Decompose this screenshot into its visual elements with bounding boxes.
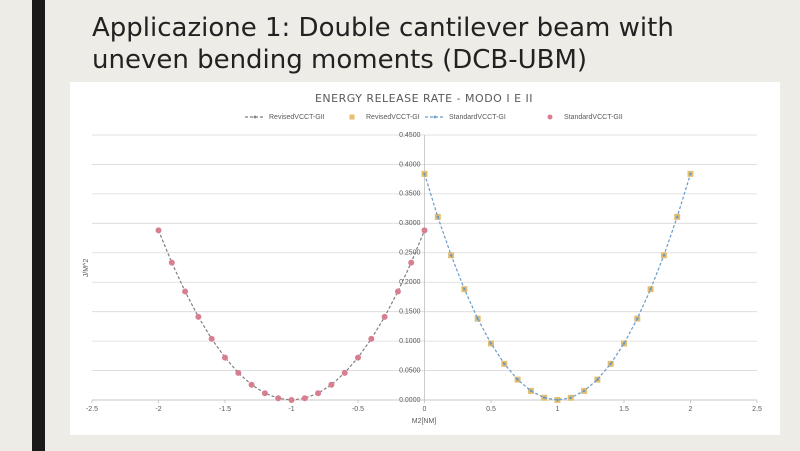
marker [368,335,375,342]
marker [341,369,348,376]
marker [662,253,666,257]
slide-title-line: uneven bending moments (DCB-UBM) [92,45,587,75]
x-tick-label: 0.5 [486,406,496,413]
marker [582,389,586,393]
legend-marker [253,115,257,119]
marker [609,362,613,366]
marker [542,396,546,400]
marker [248,381,255,388]
legend-label: StandardVCCT-GII [564,114,623,121]
y-tick-label: 0.1000 [399,338,421,345]
marker [261,390,268,397]
x-tick-label: 2.5 [752,406,762,413]
marker [635,317,639,321]
marker [355,354,361,361]
marker [555,398,560,402]
marker [436,215,440,219]
chart-area [70,82,780,435]
x-tick-label: 1 [556,406,560,413]
marker [622,341,626,346]
y-tick-label: 0.4500 [399,132,421,139]
marker [502,362,506,366]
marker [222,354,228,361]
x-tick-label: 1.5 [619,406,629,413]
marker [288,397,295,403]
y-axis-label: J/M^2 [83,259,90,278]
legend-marker [547,114,553,120]
slide-title-line: Applicazione 1: Double cantilever beam w… [92,13,674,43]
x-tick-label: -1 [288,406,294,413]
marker [275,395,282,402]
y-tick-label: 0.3000 [399,220,421,227]
x-tick-label: -1.5 [219,406,231,413]
legend-label: RevisedVCCT-GII [269,114,325,121]
chart-title: ENERGY RELEASE RATE - MODO I E II [315,92,533,105]
y-tick-label: 0.2500 [399,250,421,257]
y-tick-label: 0.0500 [399,367,421,374]
y-tick-label: 0.2000 [399,279,421,286]
marker [569,396,573,400]
marker [675,215,679,219]
marker [195,313,202,320]
marker [422,172,427,176]
marker [449,253,453,257]
series-line [423,173,692,401]
y-tick-label: 0.1500 [399,309,421,316]
x-tick-label: -2 [155,406,161,413]
x-tick-label: 2 [689,406,693,413]
y-tick-label: 0.3500 [399,191,421,198]
legend-marker [433,115,437,119]
marker [168,259,175,266]
marker [489,341,493,346]
marker [476,317,480,321]
x-axis-label: M2[NM] [412,418,437,425]
marker [462,287,466,291]
marker [208,335,215,342]
x-tick-label: -2.5 [86,406,98,413]
marker [381,313,388,320]
marker [182,288,189,295]
legend-label: RevisedVCCT-GI [366,114,420,121]
marker [688,172,693,176]
marker [315,390,322,397]
legend-marker [349,114,355,120]
marker [529,389,533,393]
marker [595,378,599,382]
accent-bar [32,0,45,451]
marker [155,227,162,234]
marker [235,369,242,376]
marker [328,381,335,388]
marker [408,259,415,266]
marker [649,287,653,291]
x-tick-label: 0 [423,406,427,413]
marker [301,395,308,402]
legend-label: StandardVCCT-GI [449,114,506,121]
marker [394,288,401,295]
y-tick-label: 0.4000 [399,161,421,168]
marker [516,378,520,382]
marker [421,227,428,234]
x-tick-label: -0.5 [352,406,364,413]
